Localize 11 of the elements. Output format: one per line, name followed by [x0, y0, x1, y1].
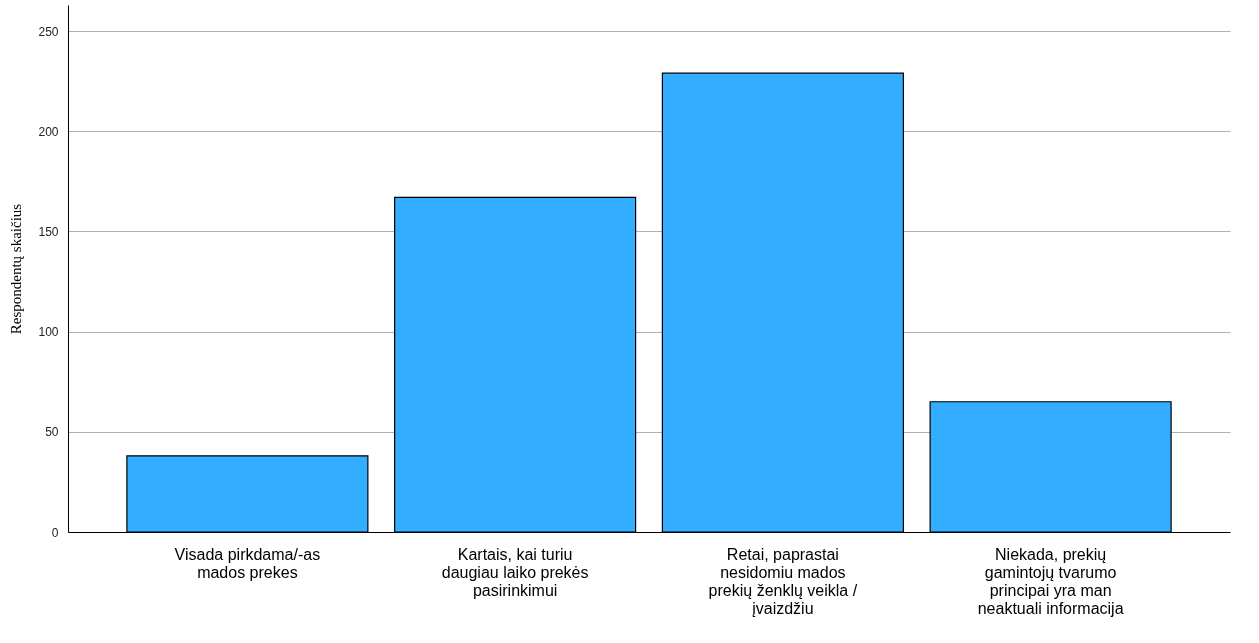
- y-tick-label: 200: [38, 124, 59, 139]
- x-tick-label: Niekada, prekių gamintojų tvarumo principai yra man neaktuali informacija: [977, 545, 1124, 617]
- y-tick-label: 100: [38, 325, 59, 340]
- x-tick-label: Kartais, kai turiu daugiau laiko prekės pasirinkimui: [441, 545, 589, 599]
- y-tick-label: 250: [38, 24, 59, 39]
- x-tick-label: Visada pirkdama/-as mados prekes: [174, 545, 321, 581]
- y-tick-label: 0: [51, 525, 59, 540]
- y-axis-title: Respondentų skaičius: [8, 203, 25, 335]
- y-tick-label: 50: [45, 425, 59, 440]
- y-tick-label: 150: [38, 224, 59, 239]
- x-tick-label: Retai, paprastai nesidomiu mados prekių ženklų veikla / įvaizdžiu: [708, 545, 858, 617]
